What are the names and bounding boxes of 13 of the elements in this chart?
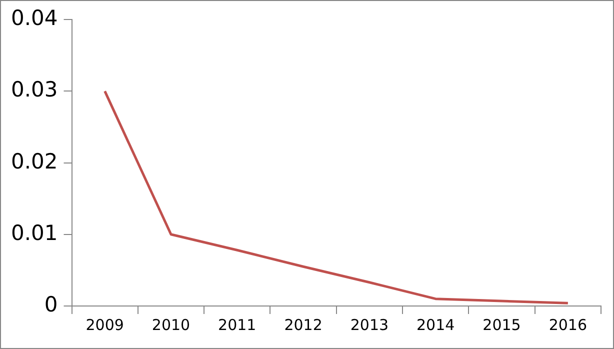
x-tick-label: 2013 <box>350 316 389 334</box>
x-tick-label: 2011 <box>218 316 256 334</box>
y-tick-label: 0 <box>44 292 58 316</box>
x-tick-label: 2012 <box>284 316 322 334</box>
x-tick-label: 2016 <box>548 316 588 334</box>
x-tick-label: 2015 <box>482 316 521 334</box>
y-tick-label: 0.02 <box>10 149 58 174</box>
y-tick-label: 0.03 <box>10 78 58 102</box>
x-tick-label: 2014 <box>416 316 455 334</box>
x-tick-label: 2010 <box>152 316 190 334</box>
y-tick-label: 0.01 <box>10 220 58 245</box>
y-tick-label: 0.04 <box>10 6 58 30</box>
x-tick-label: 2009 <box>86 316 124 334</box>
